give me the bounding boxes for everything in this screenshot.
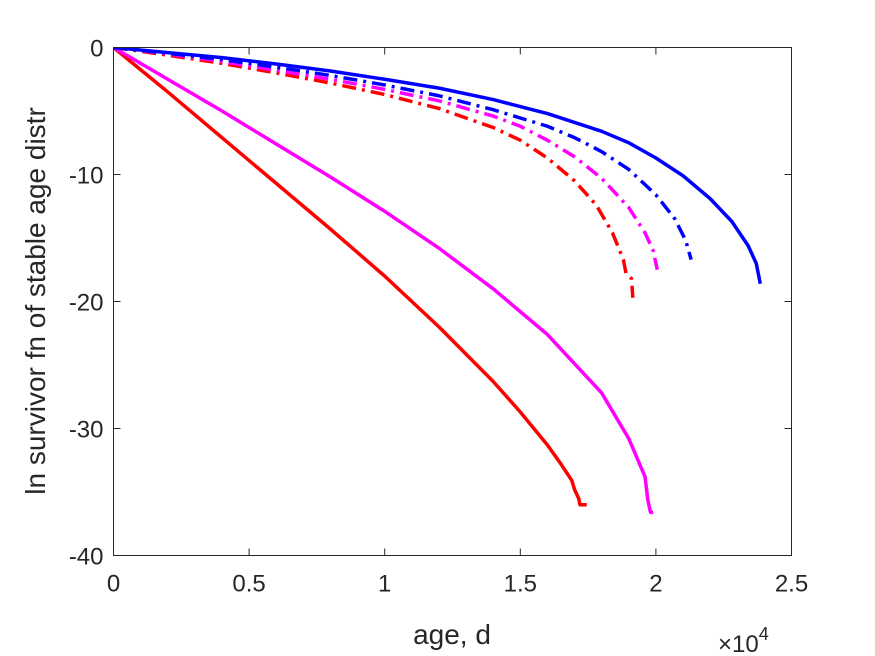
y-tick-label: -20 (69, 290, 104, 317)
x-tick-label: 1 (378, 571, 391, 598)
x-tick-label: 0.5 (232, 571, 265, 598)
series-line-1 (113, 47, 587, 507)
plot-area (113, 47, 792, 556)
y-axis-label: ln survivor fn of stable age distr (20, 107, 51, 495)
x-exponent-base: ×10 (718, 631, 759, 656)
series-line-4 (113, 47, 659, 271)
series-line-6 (113, 47, 763, 285)
x-axis-label: age, d (413, 619, 491, 650)
x-tick-label: 2 (649, 571, 662, 598)
series-line-3 (113, 47, 635, 298)
y-tick-label: -30 (69, 417, 104, 444)
y-tick-label: -40 (69, 544, 104, 571)
series-layer (113, 47, 763, 515)
x-exponent-label: ×104 (718, 624, 769, 656)
x-tick-label: 2.5 (775, 571, 808, 598)
y-tick-label: -10 (69, 163, 104, 190)
ticks-layer: 0 0.5 1 1.5 2 2.5 0 -10 -20 -30 -40 (69, 36, 808, 598)
svg-text:×104: ×104 (718, 624, 769, 656)
series-line-2 (113, 47, 654, 515)
x-tick-label: 0 (107, 571, 120, 598)
series-line-5 (113, 47, 693, 261)
x-exponent-power: 4 (759, 624, 769, 644)
y-tick-label: 0 (90, 36, 103, 63)
x-tick-label: 1.5 (504, 571, 537, 598)
